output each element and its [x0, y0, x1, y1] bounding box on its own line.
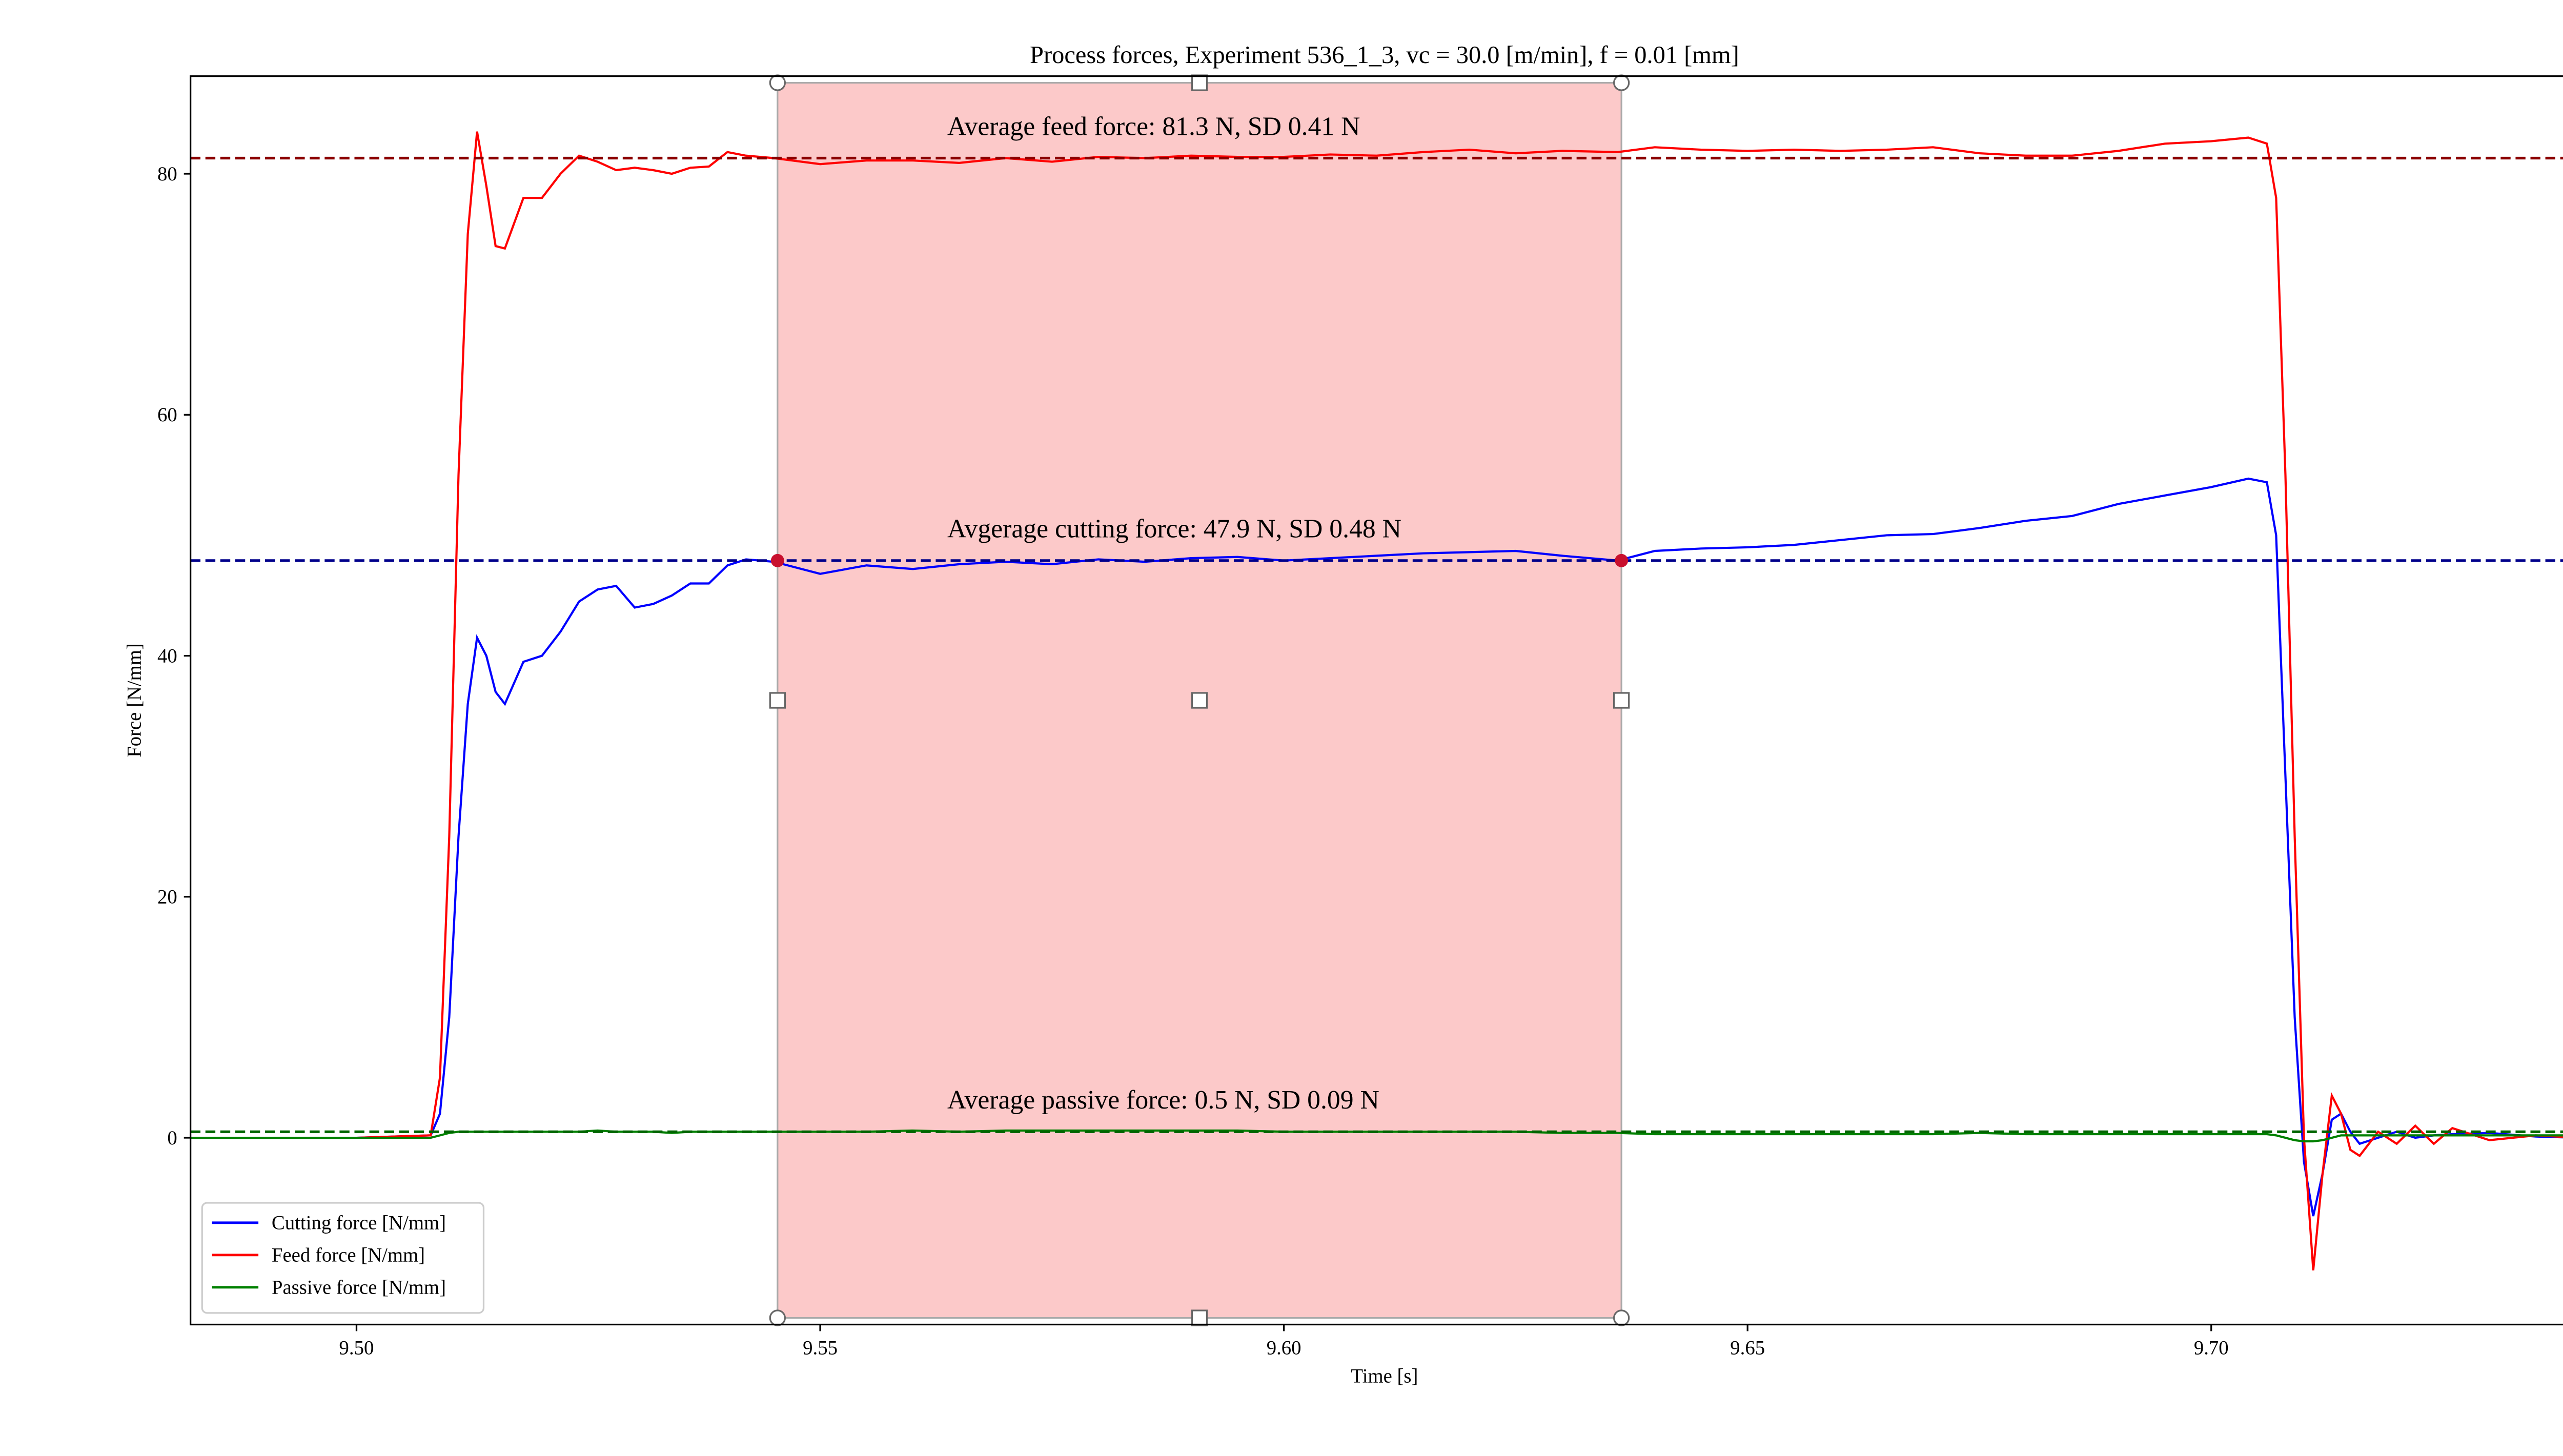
- series-line: [190, 477, 2563, 1217]
- span-handle: [1613, 692, 1630, 709]
- span-handle: [1613, 1309, 1630, 1326]
- x-tick-label: 9.70: [2194, 1337, 2229, 1359]
- chart-title: Process forces, Experiment 536_1_3, vc =…: [1030, 42, 1739, 69]
- y-tick-label: 60: [157, 404, 177, 426]
- span-handle: [1191, 1309, 1208, 1326]
- span-handle: [1613, 74, 1630, 91]
- plot-area: [190, 131, 2563, 1270]
- y-tick-label: 20: [157, 886, 177, 908]
- span-handle: [1191, 692, 1208, 709]
- annotation: Average passive force: 0.5 N, SD 0.09 N: [947, 1085, 1379, 1115]
- x-tick-label: 9.50: [339, 1337, 374, 1359]
- x-tick-label: 9.55: [803, 1337, 838, 1359]
- intersection-dot: [1615, 553, 1629, 567]
- x-tick-label: 9.60: [1267, 1337, 1301, 1359]
- legend-label: Passive force [N/mm]: [272, 1277, 446, 1299]
- span-handle: [769, 74, 786, 91]
- span-handle: [1191, 74, 1208, 91]
- plot-frame: [190, 75, 2563, 1326]
- annotation: Average feed force: 81.3 N, SD 0.41 N: [947, 112, 1360, 141]
- legend-label: Feed force [N/mm]: [272, 1244, 425, 1266]
- y-axis-label: Force [N/mm]: [124, 643, 146, 757]
- y-tick-label: 0: [167, 1127, 177, 1149]
- span-handle: [769, 692, 786, 709]
- legend-box: [201, 1202, 485, 1314]
- y-tick-label: 80: [157, 163, 177, 185]
- span-handle: [769, 1309, 786, 1326]
- x-axis-label: Time [s]: [1351, 1365, 1418, 1387]
- series-line: [190, 131, 2563, 1270]
- y-tick-label: 40: [157, 645, 177, 667]
- annotation: Avgerage cutting force: 47.9 N, SD 0.48 …: [947, 515, 1401, 544]
- intersection-dot: [770, 553, 784, 567]
- x-tick-label: 9.65: [1730, 1337, 1765, 1359]
- legend-label: Cutting force [N/mm]: [272, 1212, 446, 1234]
